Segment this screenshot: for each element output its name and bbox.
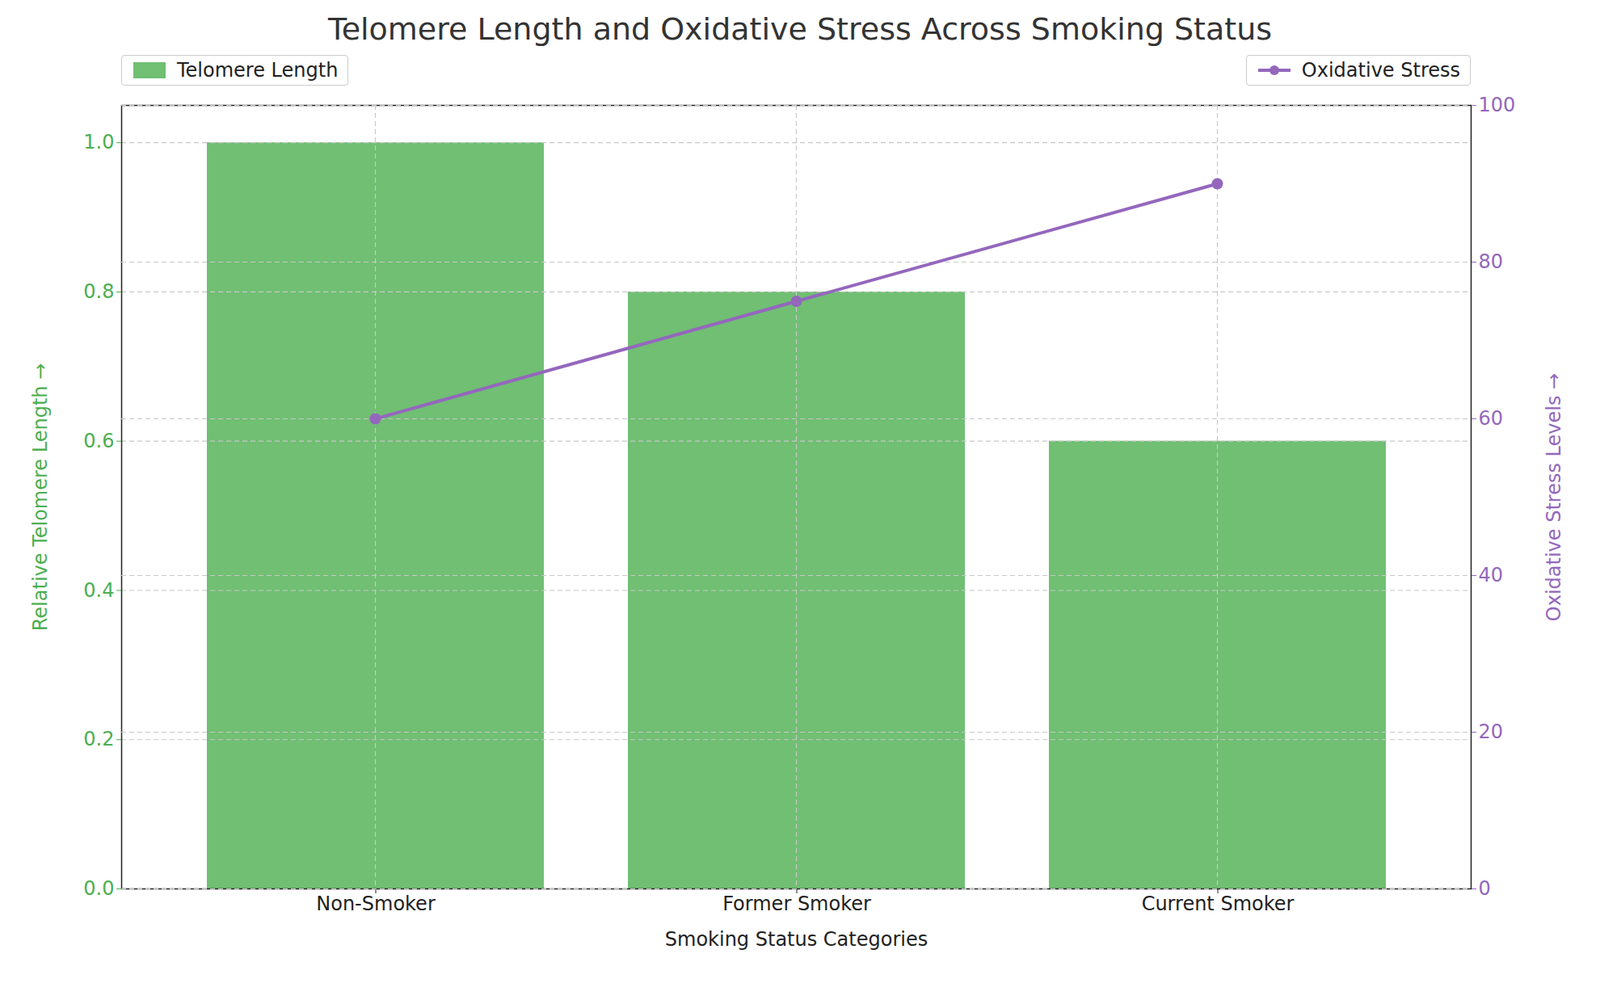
svg-text:Smoking Status Categories: Smoking Status Categories <box>665 928 928 952</box>
svg-text:1.0: 1.0 <box>83 130 114 154</box>
html-text:Telomere Length: Telomere Length <box>176 58 339 82</box>
svg-text:60: 60 <box>1478 407 1504 430</box>
svg-text:0: 0 <box>1478 877 1491 901</box>
svg-text:Oxidative Stress Levels →: Oxidative Stress Levels → <box>1542 373 1566 622</box>
svg-text:Relative Telomere Length →: Relative Telomere Length → <box>29 363 52 632</box>
svg-text:0.2: 0.2 <box>83 728 114 751</box>
html-text:Telomere Length and Oxidative: Telomere Length and Oxidative Stress Acr… <box>328 11 1272 47</box>
svg-text:Current Smoker: Current Smoker <box>1141 892 1295 916</box>
svg-text:0.8: 0.8 <box>83 280 114 304</box>
svg-text:40: 40 <box>1478 564 1504 587</box>
svg-text:80: 80 <box>1478 250 1504 274</box>
svg-text:100: 100 <box>1478 93 1516 117</box>
svg-text:Former Smoker: Former Smoker <box>722 892 872 916</box>
html-text:Oxidative Stress: Oxidative Stress <box>1301 58 1461 82</box>
svg-text:Non-Smoker: Non-Smoker <box>315 892 436 916</box>
svg-text:20: 20 <box>1478 720 1504 744</box>
svg-text:0.6: 0.6 <box>83 429 114 453</box>
svg-text:0.0: 0.0 <box>83 877 114 901</box>
svg-text:0.4: 0.4 <box>83 579 114 603</box>
